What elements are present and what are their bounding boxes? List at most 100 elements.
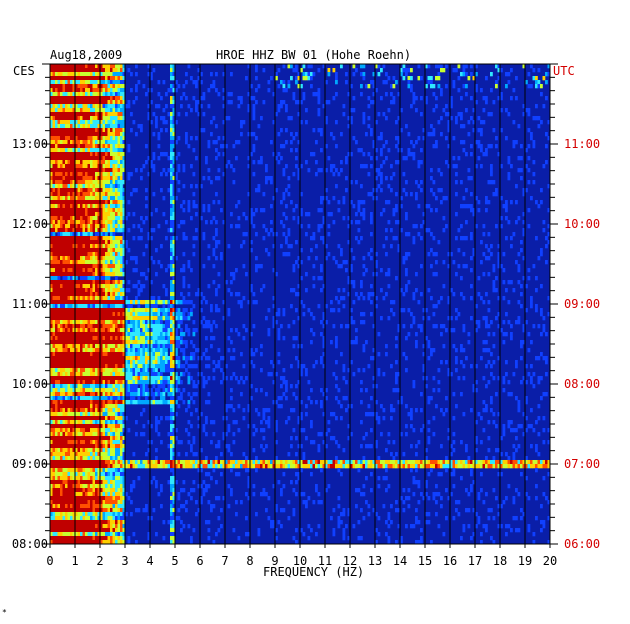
heatmap-cell: [120, 372, 123, 377]
heatmap-cell: [107, 248, 111, 253]
heatmap-cell: [312, 284, 316, 289]
heatmap-cell: [60, 348, 63, 353]
heatmap-cell: [245, 272, 248, 277]
heatmap-cell: [97, 300, 101, 305]
heatmap-cell: [122, 68, 126, 73]
heatmap-cell: [65, 272, 68, 277]
heatmap-cell: [470, 72, 473, 77]
heatmap-cell: [100, 296, 103, 301]
heatmap-cell: [67, 236, 71, 241]
heatmap-cell: [465, 220, 468, 225]
heatmap-cell: [115, 380, 118, 385]
heatmap-cell: [190, 136, 193, 141]
heatmap-cell: [77, 84, 81, 89]
heatmap-cell: [482, 120, 486, 125]
heatmap-cell: [172, 84, 176, 89]
heatmap-cell: [160, 152, 163, 157]
heatmap-cell: [122, 128, 126, 133]
heatmap-cell: [282, 232, 286, 237]
heatmap-cell: [112, 244, 116, 249]
heatmap-cell: [87, 204, 91, 209]
heatmap-cell: [110, 80, 113, 85]
heatmap-cell: [105, 92, 108, 97]
heatmap-cell: [62, 344, 66, 349]
heatmap-cell: [55, 124, 58, 129]
heatmap-cell: [202, 236, 206, 241]
heatmap-cell: [145, 336, 148, 341]
heatmap-cell: [122, 200, 126, 205]
heatmap-cell: [152, 112, 156, 117]
heatmap-cell: [177, 180, 181, 185]
heatmap-cell: [210, 180, 213, 185]
heatmap-cell: [175, 360, 178, 365]
heatmap-cell: [77, 204, 81, 209]
heatmap-cell: [302, 76, 306, 81]
heatmap-cell: [75, 100, 78, 105]
heatmap-cell: [120, 112, 123, 117]
heatmap-cell: [135, 268, 138, 273]
heatmap-cell: [72, 240, 76, 245]
heatmap-cell: [172, 212, 176, 217]
heatmap-cell: [505, 84, 508, 89]
heatmap-cell: [97, 252, 101, 257]
heatmap-cell: [62, 172, 66, 177]
heatmap-cell: [247, 164, 251, 169]
heatmap-cell: [160, 336, 163, 341]
heatmap-cell: [147, 364, 151, 369]
heatmap-cell: [52, 344, 56, 349]
heatmap-cell: [100, 276, 103, 281]
heatmap-cell: [85, 260, 88, 265]
heatmap-cell: [117, 68, 121, 73]
heatmap-cell: [372, 356, 376, 361]
heatmap-cell: [75, 188, 78, 193]
heatmap-cell: [437, 188, 441, 193]
heatmap-cell: [65, 260, 68, 265]
heatmap-cell: [160, 368, 163, 373]
heatmap-cell: [142, 364, 146, 369]
heatmap-cell: [95, 116, 98, 121]
heatmap-cell: [395, 372, 398, 377]
heatmap-cell: [362, 272, 366, 277]
heatmap-cell: [260, 208, 263, 213]
heatmap-cell: [100, 172, 103, 177]
heatmap-cell: [460, 236, 463, 241]
heatmap-cell: [515, 76, 518, 81]
heatmap-cell: [352, 256, 356, 261]
heatmap-cell: [132, 352, 136, 357]
heatmap-cell: [72, 236, 76, 241]
heatmap-cell: [187, 380, 191, 385]
heatmap-cell: [97, 180, 101, 185]
heatmap-cell: [137, 376, 141, 381]
heatmap-cell: [177, 188, 181, 193]
heatmap-cell: [67, 180, 71, 185]
heatmap-cell: [355, 236, 358, 241]
heatmap-cell: [55, 104, 58, 109]
heatmap-cell: [417, 232, 421, 237]
heatmap-cell: [90, 68, 93, 73]
heatmap-cell: [232, 272, 236, 277]
heatmap-cell: [102, 280, 106, 285]
heatmap-cell: [110, 172, 113, 177]
heatmap-cell: [507, 176, 511, 181]
heatmap-cell: [195, 328, 198, 333]
heatmap-cell: [57, 212, 61, 217]
heatmap-cell: [230, 100, 233, 105]
heatmap-cell: [77, 120, 81, 125]
heatmap-cell: [77, 144, 81, 149]
heatmap-cell: [380, 152, 383, 157]
heatmap-cell: [115, 208, 118, 213]
heatmap-cell: [182, 276, 186, 281]
heatmap-cell: [330, 308, 333, 313]
heatmap-cell: [82, 264, 86, 269]
heatmap-cell: [487, 380, 491, 385]
heatmap-cell: [62, 364, 66, 369]
heatmap-cell: [52, 80, 56, 85]
heatmap-cell: [85, 380, 88, 385]
heatmap-cell: [62, 88, 66, 93]
heatmap-cell: [147, 348, 151, 353]
heatmap-cell: [82, 88, 86, 93]
heatmap-cell: [282, 380, 286, 385]
heatmap-cell: [72, 320, 76, 325]
heatmap-cell: [170, 364, 173, 369]
heatmap-cell: [517, 280, 521, 285]
